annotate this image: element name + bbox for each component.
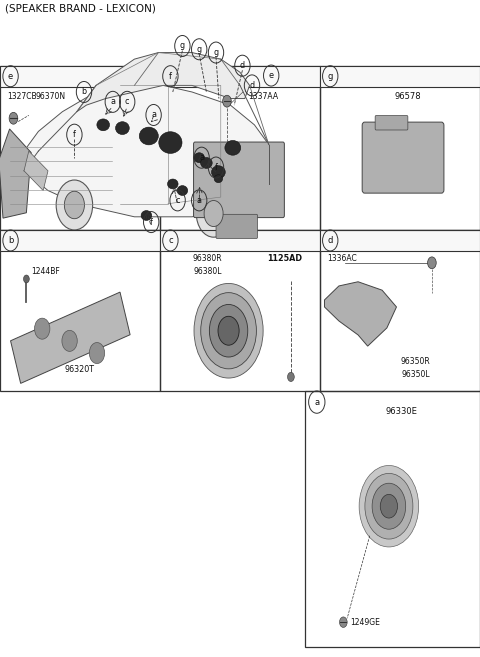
Bar (160, 66, 320, 230)
Text: 1249GE: 1249GE (350, 618, 380, 627)
Text: d: d (250, 81, 254, 90)
Text: 96578: 96578 (395, 92, 421, 101)
FancyBboxPatch shape (375, 116, 408, 130)
Text: g: g (197, 45, 202, 54)
Text: 96330E: 96330E (385, 407, 417, 417)
Text: 96320T: 96320T (65, 365, 95, 374)
Bar (160, 66, 320, 87)
Circle shape (64, 191, 84, 219)
Circle shape (372, 484, 406, 530)
Bar (160, 230, 320, 391)
Bar (320, 66, 480, 230)
Bar (0, 230, 160, 391)
Ellipse shape (212, 166, 225, 179)
Circle shape (62, 330, 77, 351)
Text: f: f (215, 163, 217, 172)
Ellipse shape (225, 141, 240, 155)
Polygon shape (0, 129, 31, 218)
Text: g: g (327, 72, 333, 81)
Circle shape (218, 316, 239, 345)
Polygon shape (77, 53, 250, 112)
Text: 96398: 96398 (227, 214, 252, 223)
Circle shape (209, 304, 248, 357)
Polygon shape (324, 282, 396, 346)
Circle shape (380, 494, 397, 518)
Circle shape (194, 283, 263, 378)
Bar (305, 391, 480, 647)
Circle shape (24, 275, 29, 283)
Text: e: e (8, 72, 13, 81)
Circle shape (365, 473, 413, 539)
Circle shape (9, 112, 18, 124)
Text: 96380R: 96380R (193, 254, 223, 263)
Text: a: a (199, 153, 204, 162)
Text: a: a (151, 110, 156, 120)
Text: 1337AA: 1337AA (248, 92, 278, 101)
Ellipse shape (97, 119, 109, 131)
Text: (SPEAKER BRAND - LEXICON): (SPEAKER BRAND - LEXICON) (5, 3, 156, 13)
Text: c: c (125, 97, 130, 106)
Ellipse shape (214, 175, 223, 183)
Circle shape (201, 292, 256, 369)
Text: 96350R: 96350R (401, 357, 431, 366)
Ellipse shape (194, 153, 204, 163)
Circle shape (89, 342, 105, 363)
Text: f: f (169, 72, 172, 81)
Bar (320, 230, 480, 391)
Circle shape (359, 465, 419, 547)
Bar (0, 66, 160, 87)
Circle shape (35, 318, 50, 339)
Text: 1244BF: 1244BF (31, 267, 60, 277)
FancyBboxPatch shape (216, 214, 257, 238)
Text: 1125AD: 1125AD (267, 254, 302, 263)
Text: a: a (110, 97, 115, 106)
Text: d: d (327, 236, 333, 245)
Polygon shape (24, 151, 48, 191)
Text: 1327CB: 1327CB (7, 92, 37, 101)
Circle shape (204, 200, 223, 227)
Circle shape (223, 95, 231, 107)
Text: c: c (175, 196, 180, 205)
Text: a: a (197, 196, 202, 205)
Text: 96370N: 96370N (36, 92, 66, 101)
Bar (320, 230, 480, 251)
Text: b: b (82, 87, 86, 97)
Circle shape (428, 257, 436, 269)
Text: 96350L: 96350L (402, 370, 430, 379)
Ellipse shape (139, 127, 158, 145)
Text: b: b (8, 236, 13, 245)
Text: 1336AC: 1336AC (327, 254, 357, 263)
Ellipse shape (177, 185, 188, 196)
Text: a: a (314, 397, 319, 407)
Circle shape (288, 373, 294, 382)
Text: g: g (214, 48, 218, 57)
Text: g: g (180, 41, 185, 51)
Text: f: f (150, 217, 153, 227)
Text: f: f (73, 130, 76, 139)
Text: d: d (240, 61, 245, 70)
Polygon shape (11, 292, 130, 384)
Ellipse shape (168, 179, 178, 189)
Bar (160, 230, 320, 251)
FancyBboxPatch shape (193, 142, 284, 217)
FancyBboxPatch shape (362, 122, 444, 193)
Circle shape (56, 180, 93, 230)
Ellipse shape (201, 158, 212, 168)
Ellipse shape (159, 131, 182, 154)
Circle shape (339, 617, 347, 627)
Text: c: c (168, 236, 173, 245)
Circle shape (196, 190, 231, 237)
Ellipse shape (141, 210, 152, 221)
Text: e: e (269, 71, 274, 80)
Ellipse shape (116, 122, 129, 135)
Text: 96380L: 96380L (193, 267, 222, 277)
Bar (0, 66, 160, 230)
Bar (0, 230, 160, 251)
Polygon shape (24, 85, 274, 217)
Bar (320, 66, 480, 87)
